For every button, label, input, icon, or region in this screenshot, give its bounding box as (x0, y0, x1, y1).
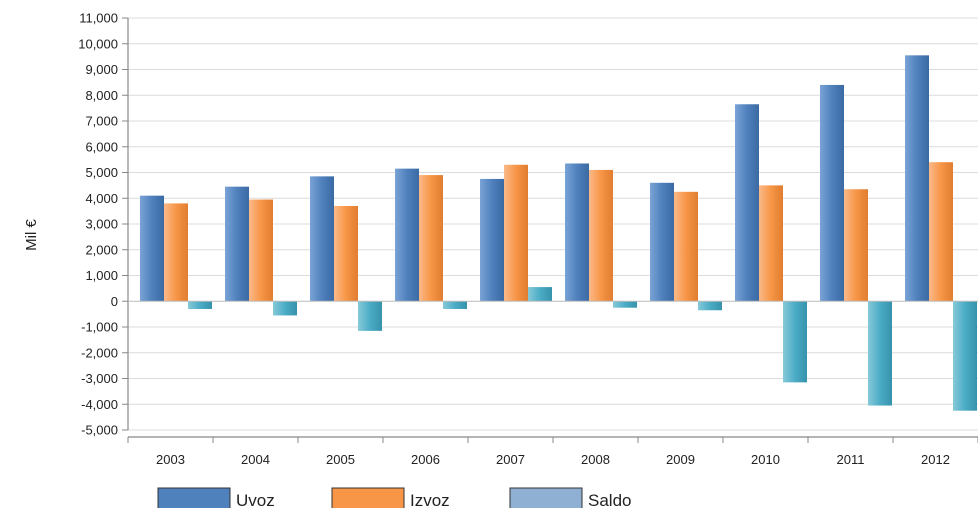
bar-izvoz-2012 (929, 162, 953, 302)
x-tick-label: 2006 (411, 452, 440, 467)
x-tick-label: 2007 (496, 452, 525, 467)
y-tick-label: -5,000 (81, 423, 118, 438)
y-tick-label: 9,000 (85, 62, 118, 77)
y-tick-label: 5,000 (85, 165, 118, 180)
y-tick-label: -1,000 (81, 320, 118, 335)
bar-uvoz-2011 (820, 84, 844, 302)
y-tick-label: -4,000 (81, 397, 118, 412)
bar-uvoz-2006 (395, 168, 419, 302)
y-tick-label: 8,000 (85, 88, 118, 103)
bar-uvoz-2005 (310, 176, 334, 302)
bar-uvoz-2007 (480, 178, 504, 302)
y-tick-label: 1,000 (85, 268, 118, 283)
x-tick-label: 2008 (581, 452, 610, 467)
bar-uvoz-2012 (905, 55, 929, 302)
bars (140, 55, 977, 411)
bar-izvoz-2008 (589, 169, 613, 302)
bar-saldo-2011 (868, 301, 892, 406)
bar-izvoz-2003 (164, 203, 188, 302)
bar-izvoz-2004 (249, 199, 273, 302)
x-tick-label: 2004 (241, 452, 270, 467)
y-tick-label: 11,000 (79, 11, 118, 26)
bar-izvoz-2009 (674, 191, 698, 302)
y-axis-label: Mil € (23, 219, 40, 251)
legend-item-izvoz: Izvoz (331, 487, 450, 508)
x-tick-label: 2003 (156, 452, 185, 467)
bar-izvoz-2011 (844, 189, 868, 302)
bar-saldo-2004 (273, 301, 297, 316)
legend-item-uvoz: Uvoz (157, 487, 275, 508)
bar-saldo-2005 (358, 301, 382, 331)
x-tick-labels: 2003 2004 2005 2006 2007 2008 2009 2010 2011 2012 (156, 452, 950, 467)
bar-izvoz-2007 (504, 164, 528, 302)
bar-saldo-2006 (443, 301, 467, 309)
legend: Uvoz Izvoz Saldo (157, 487, 631, 508)
y-tick-label: 7,000 (85, 114, 118, 129)
legend-label: Saldo (588, 491, 631, 508)
legend-swatch (509, 487, 583, 508)
x-tick-label: 2009 (666, 452, 695, 467)
bar-saldo-2003 (188, 301, 212, 309)
bar-saldo-2007 (528, 287, 552, 302)
y-tick-label: -3,000 (81, 371, 118, 386)
bar-uvoz-2008 (565, 163, 589, 302)
legend-label: Izvoz (410, 491, 450, 508)
x-tick-label: 2012 (921, 452, 950, 467)
y-tick-label: -2,000 (81, 345, 118, 360)
bar-saldo-2012 (953, 301, 977, 411)
bar-uvoz-2009 (650, 182, 674, 302)
legend-swatch (157, 487, 231, 508)
legend-swatch (331, 487, 405, 508)
y-tick-label: 6,000 (85, 139, 118, 154)
bar-izvoz-2010 (759, 185, 783, 302)
bar-uvoz-2004 (225, 186, 249, 302)
y-tick-label: 3,000 (85, 217, 118, 232)
bar-uvoz-2003 (140, 195, 164, 302)
bar-izvoz-2005 (334, 205, 358, 302)
bar-uvoz-2010 (735, 104, 759, 302)
bar-izvoz-2006 (419, 175, 443, 302)
y-tick-label: 2,000 (85, 242, 118, 257)
y-tick-labels: 11,000 10,000 9,000 8,000 7,000 6,000 5,000 4,0… (78, 11, 118, 438)
legend-label: Uvoz (236, 491, 275, 508)
x-tick-label: 2011 (837, 452, 865, 467)
axes (127, 18, 978, 443)
y-tick-label: 0 (111, 294, 118, 309)
legend-item-saldo: Saldo (509, 487, 631, 508)
x-tick-label: 2010 (751, 452, 780, 467)
x-tick-label: 2005 (326, 452, 355, 467)
bar-saldo-2008 (613, 301, 637, 308)
bar-saldo-2009 (698, 301, 722, 311)
y-tick-label: 4,000 (85, 191, 118, 206)
bar-saldo-2010 (783, 301, 807, 383)
y-tick-label: 10,000 (78, 36, 118, 51)
